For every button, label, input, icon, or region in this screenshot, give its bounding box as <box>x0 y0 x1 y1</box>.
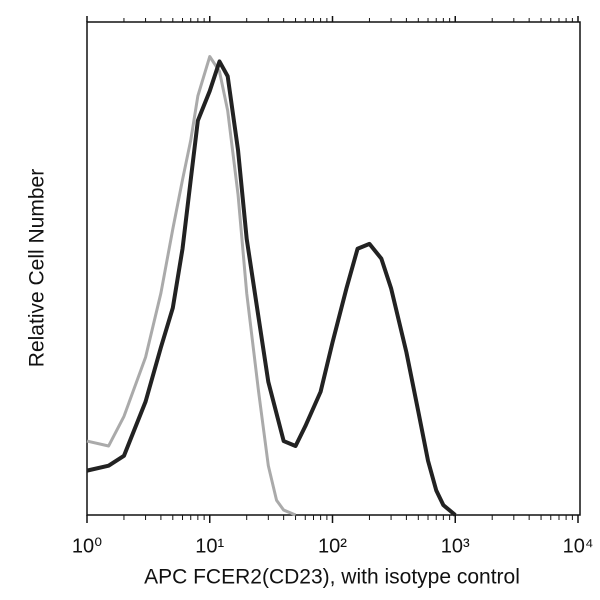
y-axis-title: Relative Cell Number <box>26 169 49 367</box>
x-axis-title: APC FCER2(CD23), with isotype control <box>144 566 520 589</box>
x-tick-label: 10³ <box>441 535 470 557</box>
histogram-line <box>86 59 457 517</box>
x-tick-label: 10¹ <box>195 535 224 557</box>
x-tick-label: 10⁰ <box>72 535 102 557</box>
histogram-line <box>86 55 297 517</box>
x-tick-label: 10⁴ <box>563 535 594 557</box>
x-tick-label: 10² <box>318 535 347 557</box>
plot-frame <box>86 21 581 516</box>
